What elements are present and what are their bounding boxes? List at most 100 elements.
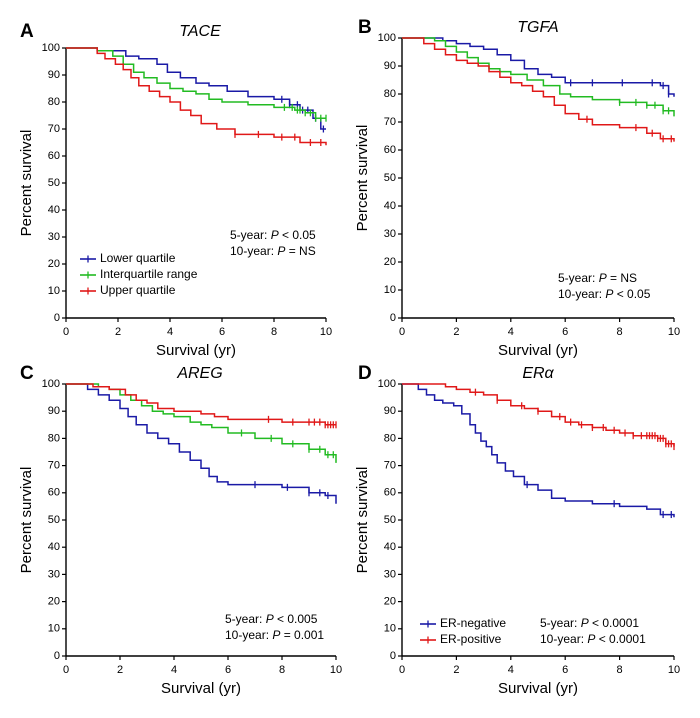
x-axis-title: Survival (yr): [498, 342, 578, 359]
curve-upper-quartile: [66, 47, 327, 146]
y-tick-label: 60: [48, 487, 60, 499]
p-value-annotation: 10-year: P < 0.0001: [540, 632, 646, 646]
y-tick-label: 30: [48, 231, 60, 243]
y-tick-label: 70: [384, 116, 396, 128]
y-tick-label: 50: [384, 514, 396, 526]
x-tick-label: 8: [617, 664, 623, 676]
y-tick-label: 40: [48, 204, 60, 216]
x-tick-label: 0: [399, 664, 405, 676]
annotation-prefix: 10-year:: [540, 632, 587, 646]
y-tick-label: 0: [390, 312, 396, 324]
legend-label: Interquartile range: [100, 267, 198, 281]
y-tick-label: 90: [384, 405, 396, 417]
y-tick-label: 10: [384, 623, 396, 635]
p-value-annotation: 5-year: P < 0.05: [230, 228, 316, 242]
x-axis-title: Survival (yr): [498, 680, 578, 697]
y-tick-label: 80: [48, 432, 60, 444]
p-value-annotation: 5-year: P < 0.005: [225, 612, 318, 626]
y-tick-label: 70: [48, 460, 60, 472]
panel-letter: D: [358, 363, 372, 384]
panel-title: AREG: [176, 365, 222, 382]
legend-label: ER-negative: [440, 616, 506, 630]
annotation-p: P: [272, 628, 280, 642]
y-tick-label: 70: [48, 123, 60, 135]
legend-label: ER-positive: [440, 632, 502, 646]
annotation-value: < 0.005: [274, 612, 318, 626]
y-tick-label: 90: [48, 69, 60, 81]
x-tick-label: 4: [171, 664, 177, 676]
annotation-prefix: 5-year:: [540, 616, 581, 630]
y-tick-label: 100: [378, 32, 396, 44]
x-tick-label: 10: [320, 326, 332, 338]
y-tick-label: 80: [384, 88, 396, 100]
y-tick-label: 20: [384, 596, 396, 608]
x-tick-label: 6: [219, 326, 225, 338]
y-tick-label: 20: [48, 258, 60, 270]
x-axis-title: Survival (yr): [161, 680, 241, 697]
panel-letter: A: [20, 21, 34, 42]
y-tick-label: 30: [384, 228, 396, 240]
y-tick-label: 90: [384, 60, 396, 72]
y-tick-label: 90: [48, 405, 60, 417]
curve-interquartile-range: [402, 37, 675, 117]
annotation-p: P: [587, 632, 595, 646]
p-value-annotation: 5-year: P < 0.0001: [540, 616, 639, 630]
annotation-p: P: [277, 244, 285, 258]
x-tick-label: 2: [117, 664, 123, 676]
annotation-value: = NS: [285, 244, 315, 258]
y-tick-label: 30: [48, 568, 60, 580]
p-value-annotation: 10-year: P = 0.001: [225, 628, 324, 642]
x-tick-label: 10: [668, 664, 680, 676]
y-tick-label: 40: [384, 541, 396, 553]
x-tick-label: 2: [453, 664, 459, 676]
y-axis-title: Percent survival: [18, 130, 35, 237]
y-tick-label: 100: [42, 378, 60, 390]
panel-a: A TACE 0 10 20 30 40 50 60 70 80 90 100 0 2 4 6 8 10 Surviv…: [18, 21, 332, 359]
p-value-annotation: 10-year: P = NS: [230, 244, 316, 258]
x-tick-label: 10: [668, 326, 680, 338]
curve-upper-quartile: [402, 37, 675, 142]
y-axis-title: Percent survival: [354, 467, 371, 574]
curve-interquartile-range: [66, 383, 337, 463]
annotation-p: P: [599, 271, 607, 285]
y-tick-label: 20: [384, 256, 396, 268]
y-axis-title: Percent survival: [354, 125, 371, 232]
x-tick-label: 0: [63, 326, 69, 338]
x-tick-label: 2: [453, 326, 459, 338]
annotation-value: = NS: [607, 271, 637, 285]
y-tick-label: 60: [48, 150, 60, 162]
annotation-p: P: [605, 287, 613, 301]
panel-letter: C: [20, 363, 34, 384]
annotation-value: = 0.001: [280, 628, 324, 642]
annotation-p: P: [266, 612, 274, 626]
x-tick-label: 0: [63, 664, 69, 676]
y-tick-label: 50: [48, 514, 60, 526]
y-tick-label: 20: [48, 596, 60, 608]
x-tick-label: 6: [225, 664, 231, 676]
panel-c: C AREG 0 10 20 30 40 50 60 70 80 90 100 0 2 4 6 8 10 Surviv…: [18, 363, 342, 697]
x-tick-label: 6: [562, 326, 568, 338]
annotation-prefix: 5-year:: [230, 228, 271, 242]
annotation-prefix: 10-year:: [230, 244, 277, 258]
panel-b: B TGFA 0 10 20 30 40 50 60 70 80 90 100 0 2 4 6 8 10 Surviv…: [354, 17, 680, 359]
y-tick-label: 0: [54, 312, 60, 324]
y-tick-label: 0: [390, 650, 396, 662]
y-tick-label: 40: [48, 541, 60, 553]
panel-title: TACE: [179, 23, 221, 40]
y-tick-label: 100: [42, 42, 60, 54]
y-tick-label: 60: [384, 144, 396, 156]
y-tick-label: 10: [384, 284, 396, 296]
annotation-value: < 0.05: [279, 228, 316, 242]
annotation-p: P: [581, 616, 589, 630]
panel-letter: B: [358, 17, 372, 38]
y-axis-title: Percent survival: [18, 467, 35, 574]
curve-lower-quartile: [66, 383, 337, 504]
x-tick-label: 4: [508, 664, 514, 676]
y-tick-label: 30: [384, 568, 396, 580]
y-tick-label: 50: [48, 177, 60, 189]
y-tick-label: 80: [384, 432, 396, 444]
annotation-prefix: 5-year:: [558, 271, 599, 285]
curve-lower-quartile: [66, 47, 326, 130]
x-tick-label: 8: [617, 326, 623, 338]
